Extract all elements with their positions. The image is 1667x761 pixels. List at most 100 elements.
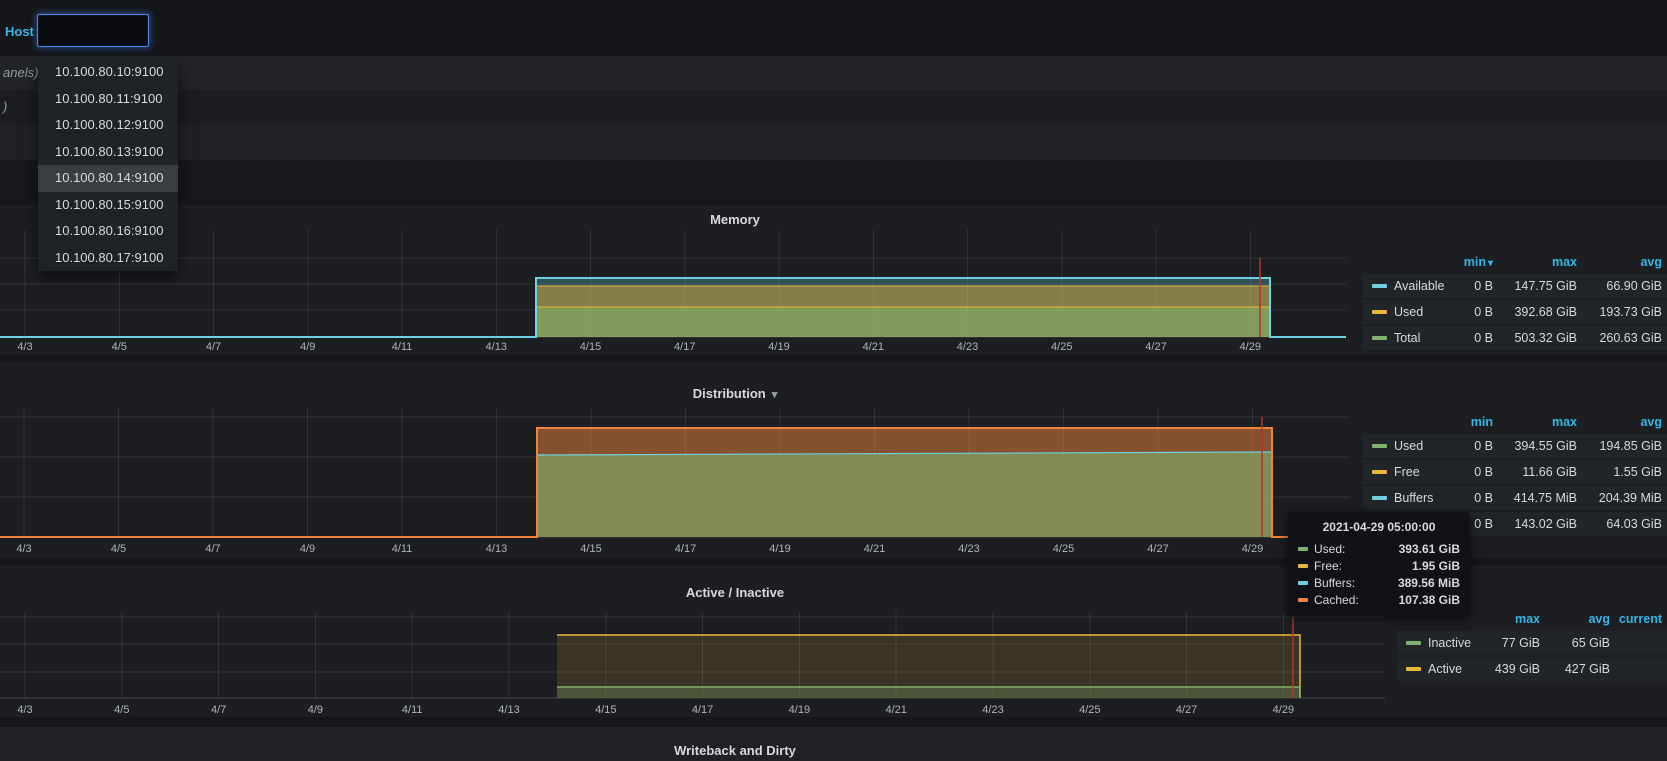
panel-title-distribution-text: Distribution (693, 386, 766, 401)
x-tick-label: 4/15 (580, 543, 601, 555)
x-tick-label: 4/15 (580, 341, 601, 353)
tooltip-series-value: 107.38 GiB (1399, 593, 1460, 607)
series-area (537, 452, 1272, 537)
legend-header-current[interactable]: current (1610, 612, 1662, 626)
dashboard-row-band-3[interactable] (0, 124, 1667, 160)
legend-series-label[interactable]: Total (1372, 331, 1448, 345)
panel-memory: Memory 4/34/54/74/94/114/134/154/174/194… (0, 205, 1667, 355)
legend-series-name: Available (1394, 279, 1445, 293)
legend-series-label[interactable]: Active (1406, 662, 1470, 676)
series-area (536, 307, 1270, 337)
legend-swatch-icon (1406, 641, 1421, 645)
legend-series-name: Free (1394, 465, 1420, 479)
legend-value: 193.73 GiB (1577, 305, 1662, 319)
tooltip-timestamp: 2021-04-29 05:00:00 (1298, 520, 1460, 534)
legend-value: 0 B (1448, 465, 1493, 479)
legend-header-min[interactable]: min (1448, 415, 1493, 429)
memory-chart[interactable] (0, 230, 1346, 340)
tooltip-series-row: Buffers:389.56 MiB (1298, 574, 1460, 591)
dropdown-item-host[interactable]: 10.100.80.12:9100 (38, 112, 178, 139)
collapsed-row-1[interactable]: anels) (0, 56, 1667, 90)
dropdown-item-host[interactable]: 10.100.80.14:9100 (38, 165, 178, 192)
legend-value: 77 GiB (1470, 636, 1540, 650)
x-tick-label: 4/9 (300, 341, 315, 353)
tooltip-series-name: Free: (1314, 559, 1342, 573)
legend-series-label[interactable]: Free (1372, 465, 1448, 479)
legend-value: 0 B (1448, 305, 1493, 319)
panel-title-memory[interactable]: Memory (0, 212, 1470, 227)
x-tick-label: 4/11 (392, 543, 413, 555)
x-tick-label: 4/21 (864, 543, 885, 555)
legend-row: Buffers0 B414.75 MiB204.39 MiB (1363, 486, 1667, 510)
legend-series-label[interactable]: Inactive (1406, 636, 1470, 650)
active-inactive-legend: maxavgcurrent Inactive77 GiB65 GiB Active 4… (1397, 610, 1667, 683)
tooltip-series-name: Cached: (1314, 593, 1359, 607)
dropdown-item-host[interactable]: 10.100.80.16:9100 (38, 218, 178, 245)
legend-series-label[interactable]: Used (1372, 439, 1448, 453)
x-tick-label: 4/11 (402, 704, 423, 716)
panel-writeback-and-dirty: Writeback and Dirty (0, 727, 1667, 761)
legend-row: Free0 B11.66 GiB1.55 GiB (1363, 460, 1667, 484)
legend-value: 427 GiB (1540, 662, 1610, 676)
legend-header-avg[interactable]: avg (1577, 255, 1662, 269)
legend-value: 65 GiB (1540, 636, 1610, 650)
legend-series-name: Buffers (1394, 491, 1433, 505)
legend-value: 143.02 GiB (1493, 517, 1577, 531)
collapsed-row-2[interactable]: ) (0, 90, 1667, 124)
legend-row: Total0 B503.32 GiB260.63 GiB (1363, 326, 1667, 350)
x-tick-label: 4/21 (885, 704, 906, 716)
legend-swatch-icon (1406, 667, 1421, 671)
legend-value: 392.68 GiB (1493, 305, 1577, 319)
series-tooltip: 2021-04-29 05:00:00 Used: 393.61 GiB Free:… (1288, 512, 1470, 616)
legend-header-max[interactable]: max (1470, 612, 1540, 626)
legend-value: 1.55 GiB (1577, 465, 1662, 479)
legend-series-label[interactable]: Buffers (1372, 491, 1448, 505)
panel-menu-caret-icon[interactable]: ▾ (772, 389, 778, 401)
dashboard-row-band-4[interactable] (0, 160, 1667, 200)
x-tick-label: 4/9 (300, 543, 315, 555)
legend-series-label[interactable]: Used (1372, 305, 1448, 319)
x-tick-label: 4/17 (675, 543, 696, 555)
series-area (557, 687, 1300, 698)
panel-title-active-inactive[interactable]: Active / Inactive (0, 585, 1470, 600)
collapsed-row-2-label: ) (0, 90, 1667, 124)
tooltip-series-name: Used: (1314, 542, 1345, 556)
dropdown-item-host[interactable]: 10.100.80.10:9100 (38, 59, 178, 86)
legend-series-label[interactable]: Available (1372, 279, 1448, 293)
grafana-dashboard: Host anels) ) Memory 4/34/54/74/94/114/1… (0, 0, 1667, 761)
x-tick-label: 4/19 (789, 704, 810, 716)
active-inactive-chart[interactable] (0, 612, 1385, 700)
legend-header-max[interactable]: max (1493, 255, 1577, 269)
legend-row: Available0 B147.75 GiB66.90 GiB (1363, 274, 1667, 298)
legend-header-avg[interactable]: avg (1540, 612, 1610, 626)
legend-swatch-icon (1372, 444, 1387, 448)
x-tick-label: 4/13 (486, 543, 507, 555)
legend-header-max[interactable]: max (1493, 415, 1577, 429)
dropdown-item-host[interactable]: 10.100.80.17:9100 (38, 245, 178, 272)
host-variable-input[interactable] (37, 14, 149, 47)
legend-swatch-icon (1372, 310, 1387, 314)
x-tick-label: 4/29 (1242, 543, 1263, 555)
panel-title-distribution[interactable]: Distribution ▾ (0, 386, 1470, 401)
dropdown-item-host[interactable]: 10.100.80.13:9100 (38, 139, 178, 166)
panel-title-active-inactive-text: Active / Inactive (686, 585, 784, 600)
legend-swatch-icon (1372, 470, 1387, 474)
x-tick-label: 4/19 (768, 341, 789, 353)
x-tick-label: 4/15 (595, 704, 616, 716)
legend-header-row: min▾maxavg (1363, 253, 1667, 271)
legend-header-min[interactable]: min▾ (1448, 255, 1493, 269)
dropdown-item-host[interactable]: 10.100.80.11:9100 (38, 86, 178, 113)
active-inactive-x-axis: 4/34/54/74/94/114/134/154/174/194/214/23… (0, 704, 1385, 718)
x-tick-label: 4/27 (1145, 341, 1166, 353)
dropdown-item-host[interactable]: 10.100.80.15:9100 (38, 192, 178, 219)
memory-x-axis: 4/34/54/74/94/114/134/154/174/194/214/23… (0, 341, 1346, 355)
legend-header-avg[interactable]: avg (1577, 415, 1662, 429)
legend-value: 204.39 MiB (1577, 491, 1662, 505)
panel-title-writeback[interactable]: Writeback and Dirty (0, 743, 1470, 758)
legend-row: Used0 B392.68 GiB193.73 GiB (1363, 300, 1667, 324)
distribution-chart[interactable] (0, 408, 1350, 540)
panel-title-writeback-text: Writeback and Dirty (674, 743, 796, 758)
legend-value: 394.55 GiB (1493, 439, 1577, 453)
tooltip-series-value: 393.61 GiB (1399, 542, 1460, 556)
x-tick-label: 4/3 (17, 704, 32, 716)
